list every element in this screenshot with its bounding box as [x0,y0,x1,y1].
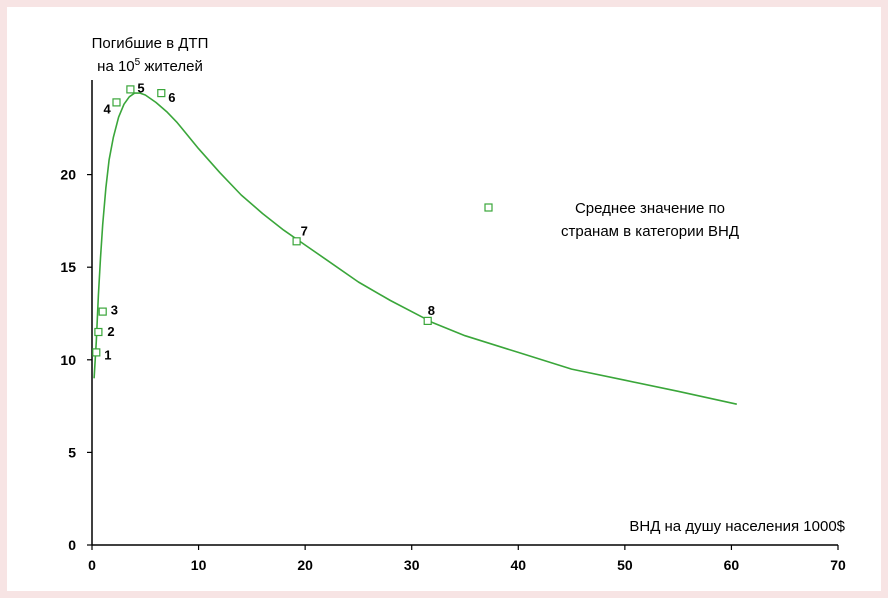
data-point-label: 2 [107,324,114,339]
data-point-label: 3 [111,303,118,318]
x-tick-label: 30 [404,557,420,573]
y-axis-title-post: жителей [140,58,203,75]
y-tick-label: 15 [60,259,76,275]
axes [91,80,838,546]
y-axis-title-line1: Погибшие в ДТП [92,35,209,52]
x-tick-label: 60 [724,557,740,573]
data-point-label: 6 [168,90,175,105]
y-axis-title-line2: на 105 жителей [97,57,203,75]
y-tick-label: 20 [60,167,76,183]
data-point-marker [292,237,301,246]
y-axis-title: Погибшие в ДТП на 105 жителей [92,35,209,75]
data-point-marker [157,88,166,98]
data-point-marker [98,307,107,316]
y-axis-title-sup: 5 [135,57,141,68]
y-axis-title-pre: на 10 [97,58,134,75]
y-tick-label: 10 [60,352,76,368]
fitted-curve-line [93,92,737,405]
x-tick-label: 40 [510,557,526,573]
x-tick-label: 10 [191,557,207,573]
chart-svg: Погибшие в ДТП на 105 жителей ВНД на душ… [60,35,846,573]
axis-ticks: 0 10 20 30 40 50 60 70 0 5 10 15 20 [60,167,846,573]
data-point-label: 4 [104,101,112,116]
data-point-label: 8 [428,303,435,318]
data-point-marker [126,85,135,94]
legend-marker-icon [484,203,493,212]
y-tick-label: 5 [68,444,76,460]
data-point-label: 7 [301,223,308,238]
data-point-marker [112,98,121,107]
fitted-curve-layer [93,92,737,405]
data-point-marker [423,316,432,325]
x-tick-label: 70 [830,557,846,573]
chart-frame: Погибшие в ДТП на 105 жителей ВНД на душ… [7,7,881,591]
x-tick-label: 0 [88,557,96,573]
y-tick-label: 0 [68,537,76,553]
x-tick-label: 20 [297,557,313,573]
legend-text-line1: Среднее значение по [575,200,725,217]
x-tick-label: 50 [617,557,633,573]
data-point-marker [92,348,101,357]
x-axis-title: ВНД на душу населения 1000$ [629,518,845,535]
data-point-label: 5 [137,80,144,95]
data-points-layer: 1 2 3 4 5 6 7 8 [92,80,435,362]
legend-text-line2: странам в категории ВНД [561,223,739,240]
data-point-label: 1 [104,347,111,362]
data-point-marker [94,327,103,337]
legend: Среднее значение по странам в категории … [484,200,739,240]
